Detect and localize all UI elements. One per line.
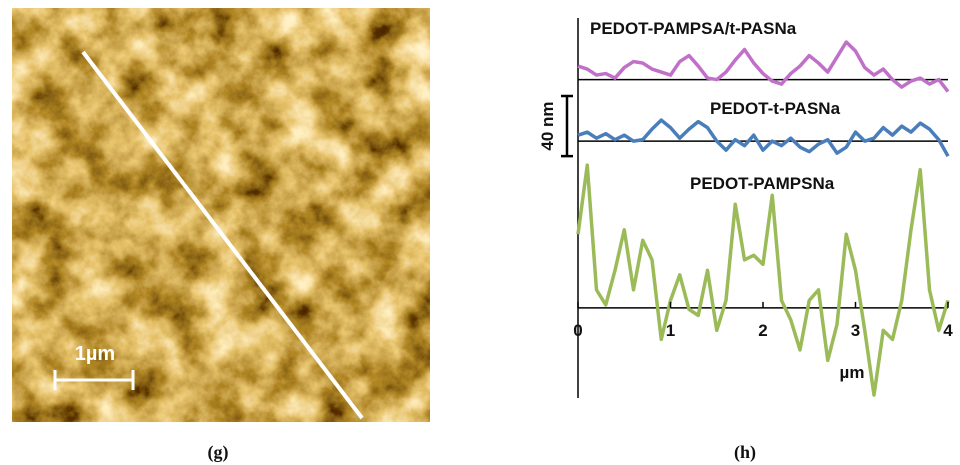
x-tick-label: 0 xyxy=(573,321,582,340)
scale-bar-label: 1µm xyxy=(75,343,115,365)
caption: (h) xyxy=(734,442,756,463)
afm-image xyxy=(12,8,430,422)
series-label: PEDOT-PAMPSNa xyxy=(690,174,835,193)
scale-bar xyxy=(53,370,135,390)
profile-line xyxy=(576,163,950,397)
x-tick-label: 1 xyxy=(666,321,675,340)
scale-bar-label: 40 nm xyxy=(538,101,557,150)
afm-panel: 1µm (g) xyxy=(12,8,430,463)
scale-bar xyxy=(561,94,573,158)
profile-line xyxy=(577,40,950,93)
x-tick-label: 4 xyxy=(943,321,953,340)
x-tick-label: 2 xyxy=(758,321,767,340)
series-label: PEDOT-PAMPSA/t-PASNa xyxy=(590,19,797,38)
profile-chart: PEDOT-PAMPSA/t-PASNa PEDOT-t-PASNa PEDOT-P… xyxy=(538,18,953,463)
profile-line xyxy=(81,50,364,420)
profile-line xyxy=(577,118,950,158)
x-tick-label: 3 xyxy=(851,321,860,340)
x-axis-label: µm xyxy=(840,363,865,382)
series-label: PEDOT-t-PASNa xyxy=(710,99,841,118)
caption: (g) xyxy=(208,442,229,463)
